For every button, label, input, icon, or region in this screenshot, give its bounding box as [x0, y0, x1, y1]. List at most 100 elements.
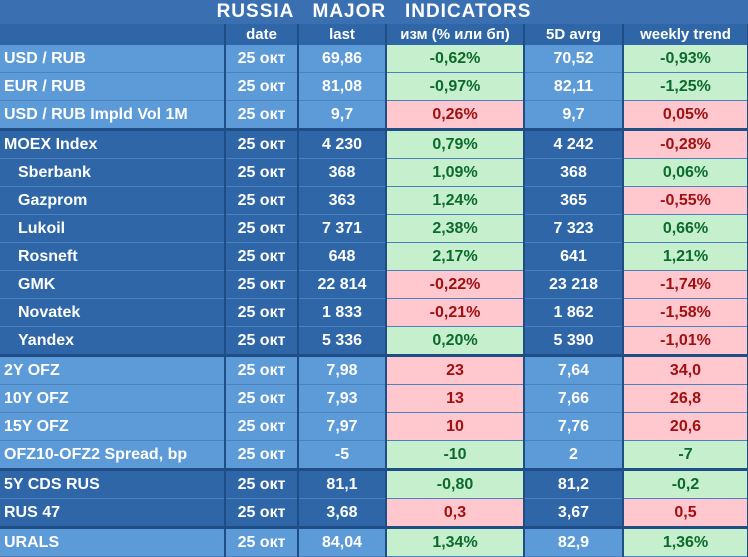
row-weekly-trend: -7: [623, 440, 748, 470]
row-weekly-trend: 1,36%: [623, 526, 748, 557]
row-weekly-trend: 0,06%: [623, 158, 748, 187]
row-last: 7,97: [298, 412, 387, 441]
table-row: EUR / RUB 25 окт 81,08 -0,97% 82,11 -1,25%: [0, 72, 748, 101]
row-5d-avg: 23 218: [524, 270, 624, 299]
table-row: 2Y OFZ 25 окт 7,98 23 7,64 34,0: [0, 354, 748, 385]
row-5d-avg: 4 242: [524, 128, 624, 159]
table-row: Yandex 25 окт 5 336 0,20% 5 390 -1,01%: [0, 326, 748, 356]
row-date: 25 окт: [225, 45, 299, 73]
row-change: 1,09%: [386, 158, 525, 187]
row-5d-avg: 81,2: [524, 468, 624, 499]
row-change: 0,3: [386, 498, 525, 528]
row-date: 25 окт: [225, 100, 299, 130]
table-row: 5Y CDS RUS 25 окт 81,1 -0,80 81,2 -0,2: [0, 468, 748, 499]
row-change: 0,79%: [386, 128, 525, 159]
indicators-table: date last изм (% или бп) 5D avrg weekly …: [0, 24, 748, 557]
row-weekly-trend: 0,05%: [623, 100, 748, 130]
row-last: 81,1: [298, 468, 387, 499]
row-label: URALS: [0, 526, 226, 557]
row-5d-avg: 7,64: [524, 354, 624, 385]
row-weekly-trend: -0,55%: [623, 186, 748, 215]
row-label: Gazprom: [0, 186, 226, 215]
table-row: Sberbank 25 окт 368 1,09% 368 0,06%: [0, 158, 748, 187]
row-change: 0,20%: [386, 326, 525, 356]
header-weekly-trend: weekly trend: [623, 24, 748, 45]
header-last: last: [298, 24, 387, 45]
row-5d-avg: 9,7: [524, 100, 624, 130]
row-change: 1,34%: [386, 526, 525, 557]
table-row: USD / RUB Impld Vol 1M 25 окт 9,7 0,26% 9,7 0…: [0, 100, 748, 130]
row-date: 25 окт: [225, 242, 299, 271]
row-label: Sberbank: [0, 158, 226, 187]
row-label: Yandex: [0, 326, 226, 356]
row-date: 25 окт: [225, 384, 299, 413]
row-weekly-trend: -1,74%: [623, 270, 748, 299]
table-row: Rosneft 25 окт 648 2,17% 641 1,21%: [0, 242, 748, 271]
table-row: GMK 25 окт 22 814 -0,22% 23 218 -1,74%: [0, 270, 748, 299]
row-date: 25 окт: [225, 214, 299, 243]
table-row: 15Y OFZ 25 окт 7,97 10 7,76 20,6: [0, 412, 748, 441]
row-date: 25 окт: [225, 298, 299, 327]
table-row: OFZ10-OFZ2 Spread, bp 25 окт -5 -10 2 -7: [0, 440, 748, 470]
table-row: USD / RUB 25 окт 69,86 -0,62% 70,52 -0,93%: [0, 45, 748, 73]
row-date: 25 окт: [225, 468, 299, 499]
row-weekly-trend: 26,8: [623, 384, 748, 413]
row-change: -0,97%: [386, 72, 525, 101]
table-row: RUS 47 25 окт 3,68 0,3 3,67 0,5: [0, 498, 748, 528]
row-weekly-trend: -1,58%: [623, 298, 748, 327]
row-label: Rosneft: [0, 242, 226, 271]
row-last: 3,68: [298, 498, 387, 528]
row-weekly-trend: 0,5: [623, 498, 748, 528]
table-row: 10Y OFZ 25 окт 7,93 13 7,66 26,8: [0, 384, 748, 413]
row-label: RUS 47: [0, 498, 226, 528]
table-row: Novatek 25 окт 1 833 -0,21% 1 862 -1,58%: [0, 298, 748, 327]
row-5d-avg: 368: [524, 158, 624, 187]
row-date: 25 окт: [225, 498, 299, 528]
row-last: 22 814: [298, 270, 387, 299]
row-weekly-trend: -0,28%: [623, 128, 748, 159]
row-last: 69,86: [298, 45, 387, 73]
row-5d-avg: 7,76: [524, 412, 624, 441]
row-date: 25 окт: [225, 128, 299, 159]
row-change: 1,24%: [386, 186, 525, 215]
header-change: изм (% или бп): [386, 24, 525, 45]
row-change: 23: [386, 354, 525, 385]
row-5d-avg: 82,9: [524, 526, 624, 557]
row-date: 25 окт: [225, 354, 299, 385]
row-label: Lukoil: [0, 214, 226, 243]
row-label: 5Y CDS RUS: [0, 468, 226, 499]
header-label: [0, 24, 226, 45]
row-change: -0,22%: [386, 270, 525, 299]
row-change: 2,38%: [386, 214, 525, 243]
row-last: -5: [298, 440, 387, 470]
row-5d-avg: 1 862: [524, 298, 624, 327]
row-last: 7 371: [298, 214, 387, 243]
row-label: 15Y OFZ: [0, 412, 226, 441]
row-change: 0,26%: [386, 100, 525, 130]
row-last: 7,98: [298, 354, 387, 385]
row-last: 4 230: [298, 128, 387, 159]
row-weekly-trend: -1,25%: [623, 72, 748, 101]
row-date: 25 окт: [225, 270, 299, 299]
row-last: 363: [298, 186, 387, 215]
row-weekly-trend: 20,6: [623, 412, 748, 441]
row-weekly-trend: 1,21%: [623, 242, 748, 271]
row-label: Novatek: [0, 298, 226, 327]
row-change: -10: [386, 440, 525, 470]
row-5d-avg: 2: [524, 440, 624, 470]
row-change: -0,80: [386, 468, 525, 499]
row-5d-avg: 641: [524, 242, 624, 271]
row-weekly-trend: 34,0: [623, 354, 748, 385]
row-5d-avg: 70,52: [524, 45, 624, 73]
row-change: 2,17%: [386, 242, 525, 271]
row-change: -0,21%: [386, 298, 525, 327]
row-weekly-trend: -0,2: [623, 468, 748, 499]
header-date: date: [225, 24, 299, 45]
row-last: 9,7: [298, 100, 387, 130]
row-weekly-trend: -1,01%: [623, 326, 748, 356]
row-date: 25 окт: [225, 158, 299, 187]
row-last: 648: [298, 242, 387, 271]
row-5d-avg: 7 323: [524, 214, 624, 243]
row-5d-avg: 7,66: [524, 384, 624, 413]
